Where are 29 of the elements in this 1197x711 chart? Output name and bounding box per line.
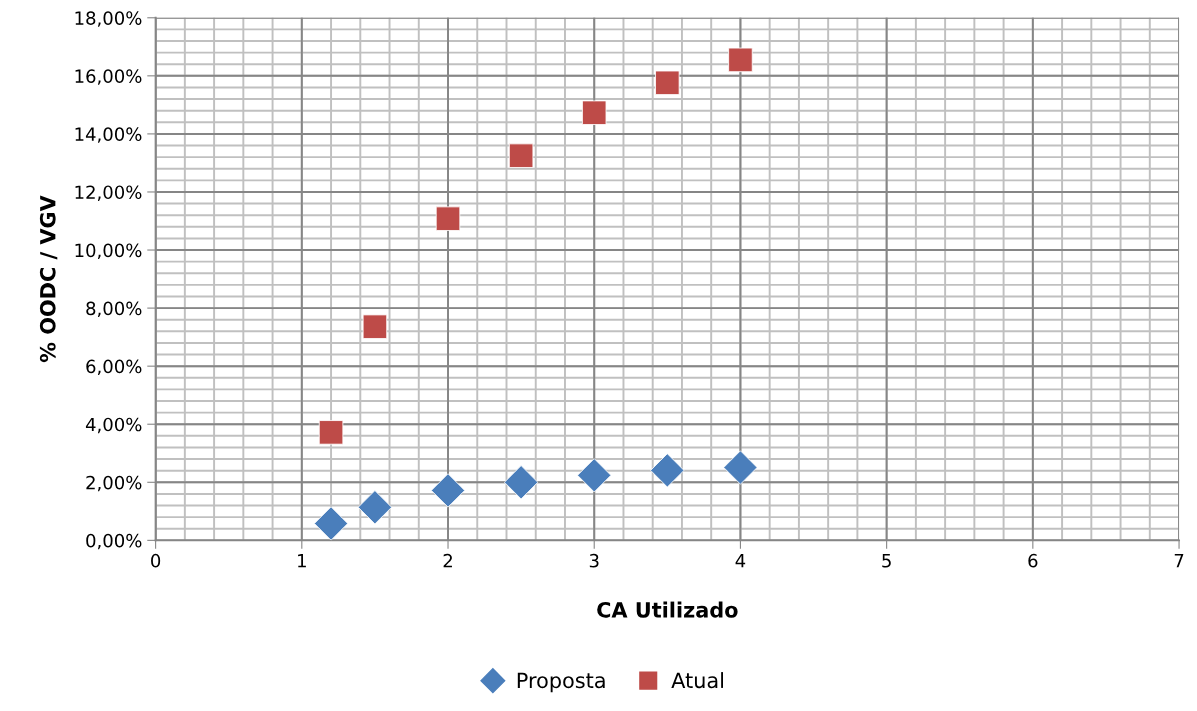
x-tick-label: 3 [589,553,599,568]
legend-label: Proposta [517,672,605,693]
point [728,47,753,73]
point [362,314,388,339]
point [318,420,344,445]
x-tick-label: 0 [151,553,161,568]
y-tick-label: 10,00% [75,243,142,259]
x-axis-title: CA Utilizado [597,601,738,618]
x-tick-label: 4 [735,554,746,568]
y-tick-label: 14,00% [75,127,142,143]
y-tick-label: 12,00% [75,185,142,201]
y-tick-label: 4,00% [85,417,142,434]
y-tick-label: 8,00% [86,301,142,318]
y-axis-title: % OODC / VGV [39,195,58,363]
y-tick-label: 16,00% [75,69,142,85]
x-tick-label: 7 [1174,554,1184,568]
x-tick-label: 2 [443,553,452,568]
x-tick-label: 5 [882,554,891,568]
legend-label: Atual [671,672,724,689]
point [723,450,758,485]
y-tick-label: 6,00% [86,359,142,376]
y-tick-label: 2,00% [86,475,142,492]
x-tick-label: 1 [298,554,306,568]
point [650,453,685,488]
y-tick-label: 0,00% [86,533,142,550]
y-tick-label: 18,00% [75,11,142,27]
point [435,206,461,231]
point [357,490,393,525]
x-tick-label: 6 [1028,553,1038,568]
